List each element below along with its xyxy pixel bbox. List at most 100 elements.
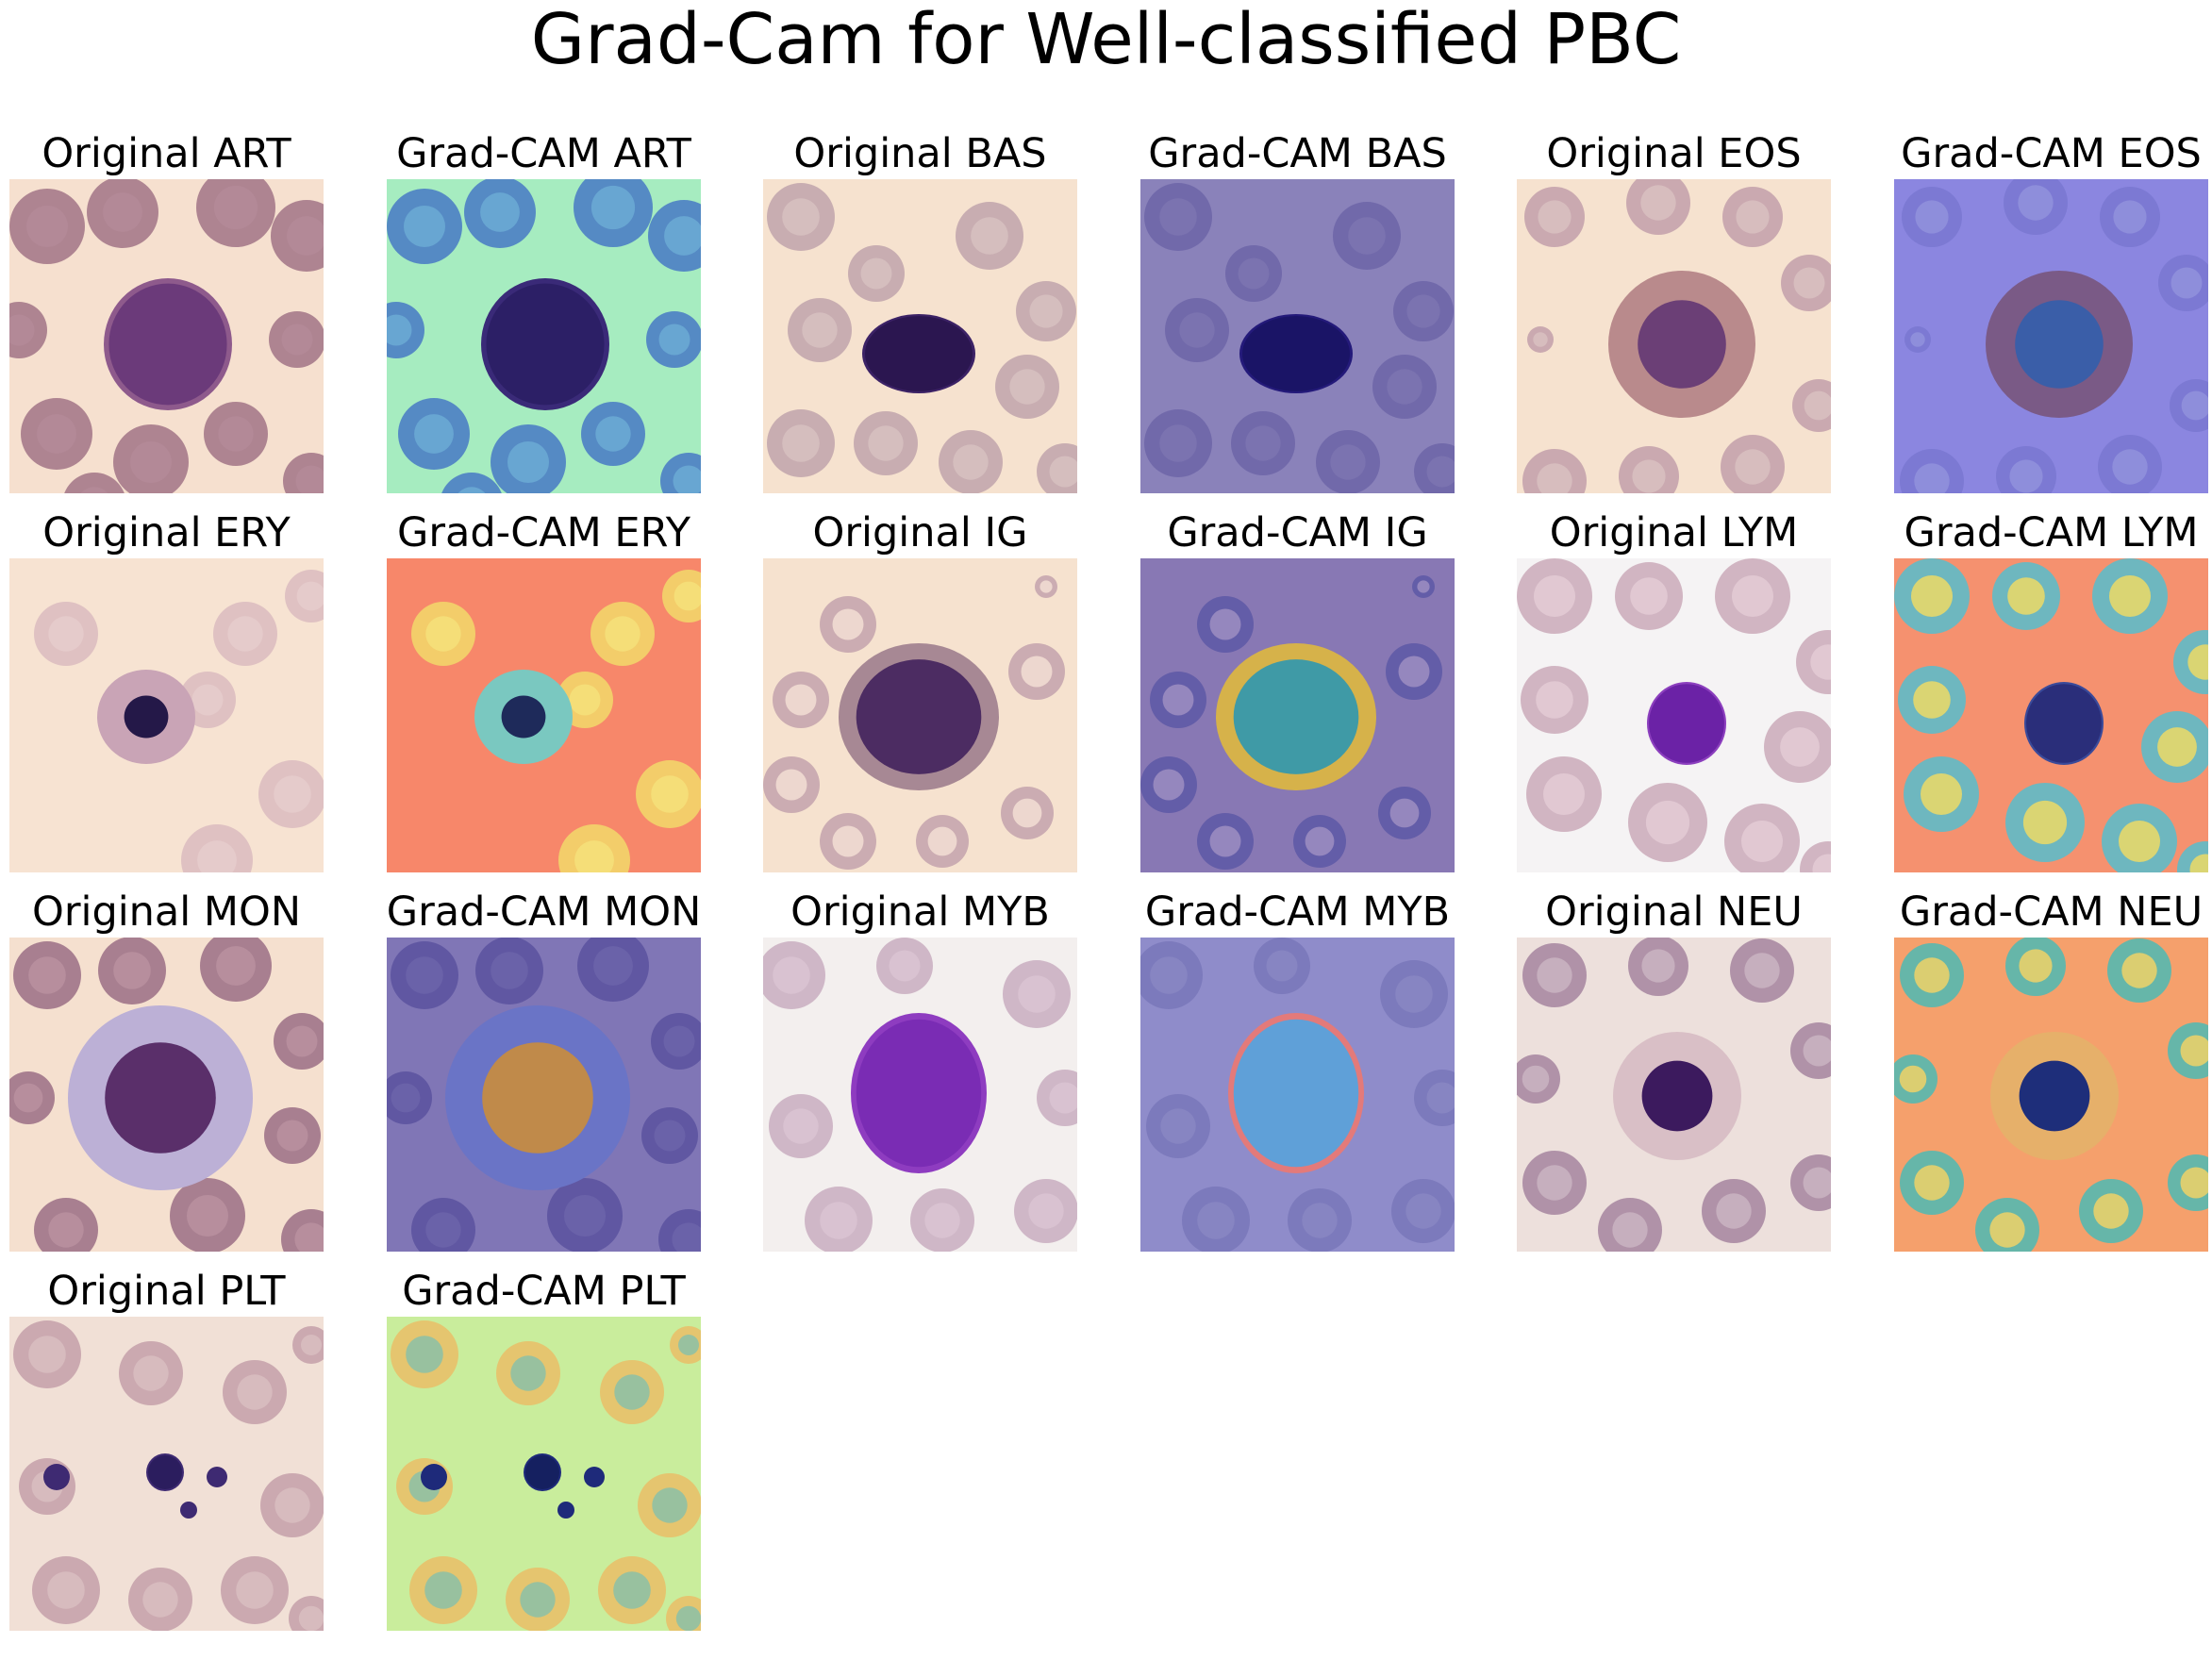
panel-title: Original BAS	[793, 130, 1047, 177]
red-blood-cell	[1790, 1154, 1831, 1211]
gradcam-heatmap-image	[387, 938, 701, 1252]
red-blood-cell	[1316, 430, 1380, 493]
red-blood-cell	[1140, 756, 1197, 813]
red-blood-cell	[475, 938, 543, 1004]
red-blood-cell	[638, 1473, 701, 1537]
red-blood-cell	[271, 200, 324, 272]
red-blood-cell	[289, 1596, 324, 1631]
red-blood-cell	[411, 1198, 475, 1252]
red-blood-cell	[2141, 711, 2208, 783]
red-blood-cell	[1035, 575, 1057, 598]
panel-title: Grad-CAM ERY	[397, 509, 690, 556]
original-cell-image	[763, 938, 1077, 1252]
red-blood-cell	[1001, 787, 1054, 839]
panel-title: Grad-CAM MON	[386, 888, 702, 936]
red-blood-cell	[398, 398, 470, 470]
red-blood-cell	[1764, 711, 1831, 783]
platelet	[207, 1467, 227, 1487]
red-blood-cell	[204, 402, 268, 466]
panel-title: Original ERY	[42, 509, 291, 556]
red-blood-cell	[1393, 281, 1454, 341]
red-blood-cell	[213, 602, 277, 666]
red-blood-cell	[2098, 435, 2162, 493]
red-blood-cell	[1037, 1070, 1077, 1126]
red-blood-cell	[274, 1013, 324, 1070]
red-blood-cell	[19, 1458, 75, 1515]
red-blood-cell	[9, 189, 85, 264]
red-blood-cell	[1900, 943, 1964, 1007]
red-blood-cell	[1414, 1070, 1455, 1126]
red-blood-cell	[767, 183, 835, 251]
original-cell-image	[763, 179, 1077, 493]
red-blood-cell	[956, 202, 1023, 270]
cell-nucleus	[501, 695, 546, 739]
panel-title: Original MYB	[790, 888, 1050, 936]
red-blood-cell	[292, 1326, 324, 1364]
red-blood-cell	[264, 1107, 321, 1164]
red-blood-cell	[491, 424, 566, 493]
panel-title: Grad-CAM LYM	[1904, 509, 2199, 556]
red-blood-cell	[660, 453, 701, 493]
gradcam-heatmap-image	[1140, 938, 1455, 1252]
platelet	[557, 1502, 574, 1519]
red-blood-cell	[600, 1360, 664, 1424]
red-blood-cell	[2102, 804, 2177, 872]
gradcam-heatmap-image	[1140, 558, 1455, 872]
red-blood-cell	[1628, 938, 1688, 996]
red-blood-cell	[848, 245, 905, 302]
red-blood-cell	[1522, 449, 1587, 493]
red-blood-cell	[1626, 179, 1690, 235]
red-blood-cell	[805, 1187, 873, 1252]
red-blood-cell	[1197, 813, 1254, 870]
red-blood-cell	[409, 1556, 477, 1624]
red-blood-cell	[1150, 672, 1206, 728]
red-blood-cell	[574, 179, 653, 247]
red-blood-cell	[666, 1596, 701, 1631]
platelet	[421, 1464, 447, 1490]
red-blood-cell	[581, 402, 645, 466]
red-blood-cell	[391, 1320, 458, 1388]
red-blood-cell	[1288, 1188, 1352, 1252]
panel-title: Grad-CAM EOS	[1901, 130, 2202, 177]
red-blood-cell	[441, 473, 502, 493]
red-blood-cell	[411, 602, 475, 666]
cell-nucleus	[525, 1455, 559, 1489]
panel-title: Grad-CAM NEU	[1899, 888, 2204, 936]
panel-title: Grad-CAM BAS	[1148, 130, 1447, 177]
red-blood-cell	[1975, 1198, 2039, 1252]
red-blood-cell	[196, 179, 275, 247]
red-blood-cell	[2004, 179, 2068, 235]
original-cell-image	[1517, 938, 1831, 1252]
red-blood-cell	[1526, 756, 1602, 832]
red-blood-cell	[181, 824, 253, 872]
red-blood-cell	[854, 411, 918, 475]
red-blood-cell	[1333, 202, 1401, 270]
red-blood-cell	[2005, 938, 2066, 996]
red-blood-cell	[9, 1071, 55, 1124]
red-blood-cell	[767, 409, 835, 477]
red-blood-cell	[1197, 596, 1254, 653]
red-blood-cell	[1414, 443, 1455, 493]
red-blood-cell	[1521, 666, 1588, 734]
red-blood-cell	[387, 189, 462, 264]
red-blood-cell	[64, 473, 125, 493]
red-blood-cell	[32, 1556, 100, 1624]
red-blood-cell	[13, 1320, 81, 1388]
red-blood-cell	[2168, 1022, 2208, 1079]
red-blood-cell	[285, 570, 324, 622]
red-blood-cell	[1898, 666, 1966, 734]
red-blood-cell	[763, 941, 825, 1009]
red-blood-cell	[1003, 960, 1071, 1028]
red-blood-cell	[1412, 575, 1435, 598]
red-blood-cell	[13, 941, 81, 1009]
red-blood-cell	[464, 179, 536, 248]
red-blood-cell	[2173, 630, 2208, 694]
red-blood-cell	[506, 1568, 570, 1631]
red-blood-cell	[258, 760, 324, 828]
red-blood-cell	[1372, 355, 1437, 419]
red-blood-cell	[2168, 1154, 2208, 1211]
red-blood-cell	[1894, 1054, 1938, 1104]
red-blood-cell	[2079, 1179, 2143, 1243]
red-blood-cell	[1790, 1022, 1831, 1079]
red-blood-cell	[260, 1473, 324, 1537]
